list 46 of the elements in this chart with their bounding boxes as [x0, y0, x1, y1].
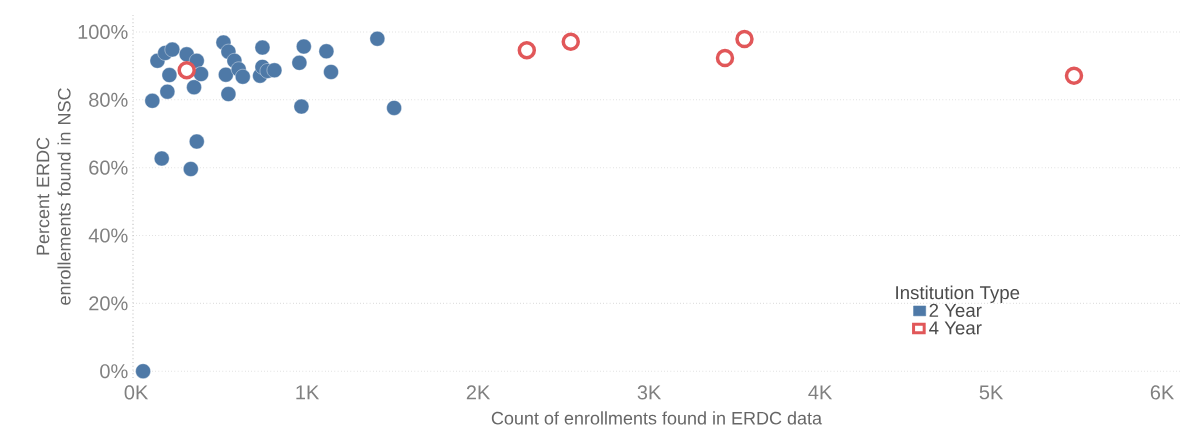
- point: [293, 98, 310, 115]
- point: [186, 79, 202, 95]
- point: [189, 133, 205, 150]
- x-tick-label: 1K: [296, 385, 320, 400]
- point: [183, 161, 199, 177]
- point: [735, 29, 754, 49]
- x-tick-label: 6K: [1150, 385, 1175, 400]
- y-tick-label: 60%: [89, 160, 128, 175]
- point: [266, 62, 283, 78]
- point: [318, 43, 335, 59]
- point: [561, 32, 580, 52]
- y-tick-label: 40%: [88, 228, 128, 243]
- point: [291, 55, 308, 71]
- point: [1064, 66, 1084, 85]
- x-tick-label: 4K: [808, 385, 833, 400]
- point: [193, 66, 209, 82]
- y-tick-label: 100%: [78, 24, 128, 40]
- x-tick-label: 2K: [466, 385, 491, 400]
- point: [386, 100, 402, 116]
- point: [159, 83, 176, 100]
- point: [369, 31, 386, 47]
- y-tick-label: 0%: [100, 364, 128, 379]
- x-tick-label: 3K: [637, 385, 662, 400]
- x-tick-label: 0K: [124, 385, 149, 400]
- legend-title: Institution Type: [896, 285, 1020, 303]
- point: [144, 93, 161, 109]
- x-tick-label: 5K: [979, 385, 1004, 400]
- x-axis-title: Count of enrollments found in ERDC data: [491, 411, 823, 425]
- point: [220, 86, 237, 102]
- point: [715, 48, 735, 68]
- point: [323, 64, 339, 80]
- legend-label: 2 Year: [929, 303, 982, 317]
- point: [517, 41, 537, 60]
- point: [161, 67, 178, 83]
- point: [135, 363, 151, 379]
- legend-label: 4 Year: [929, 321, 982, 335]
- point: [254, 39, 271, 56]
- y-tick-label: 80%: [89, 92, 128, 107]
- point: [296, 38, 312, 55]
- point: [235, 69, 251, 85]
- point: [154, 150, 170, 167]
- point: [177, 61, 196, 80]
- point: [164, 41, 181, 58]
- y-tick-label: 20%: [89, 296, 128, 311]
- y-axis-title: Percent ERDC enrollements found in NSC: [36, 88, 71, 305]
- point: [218, 67, 234, 83]
